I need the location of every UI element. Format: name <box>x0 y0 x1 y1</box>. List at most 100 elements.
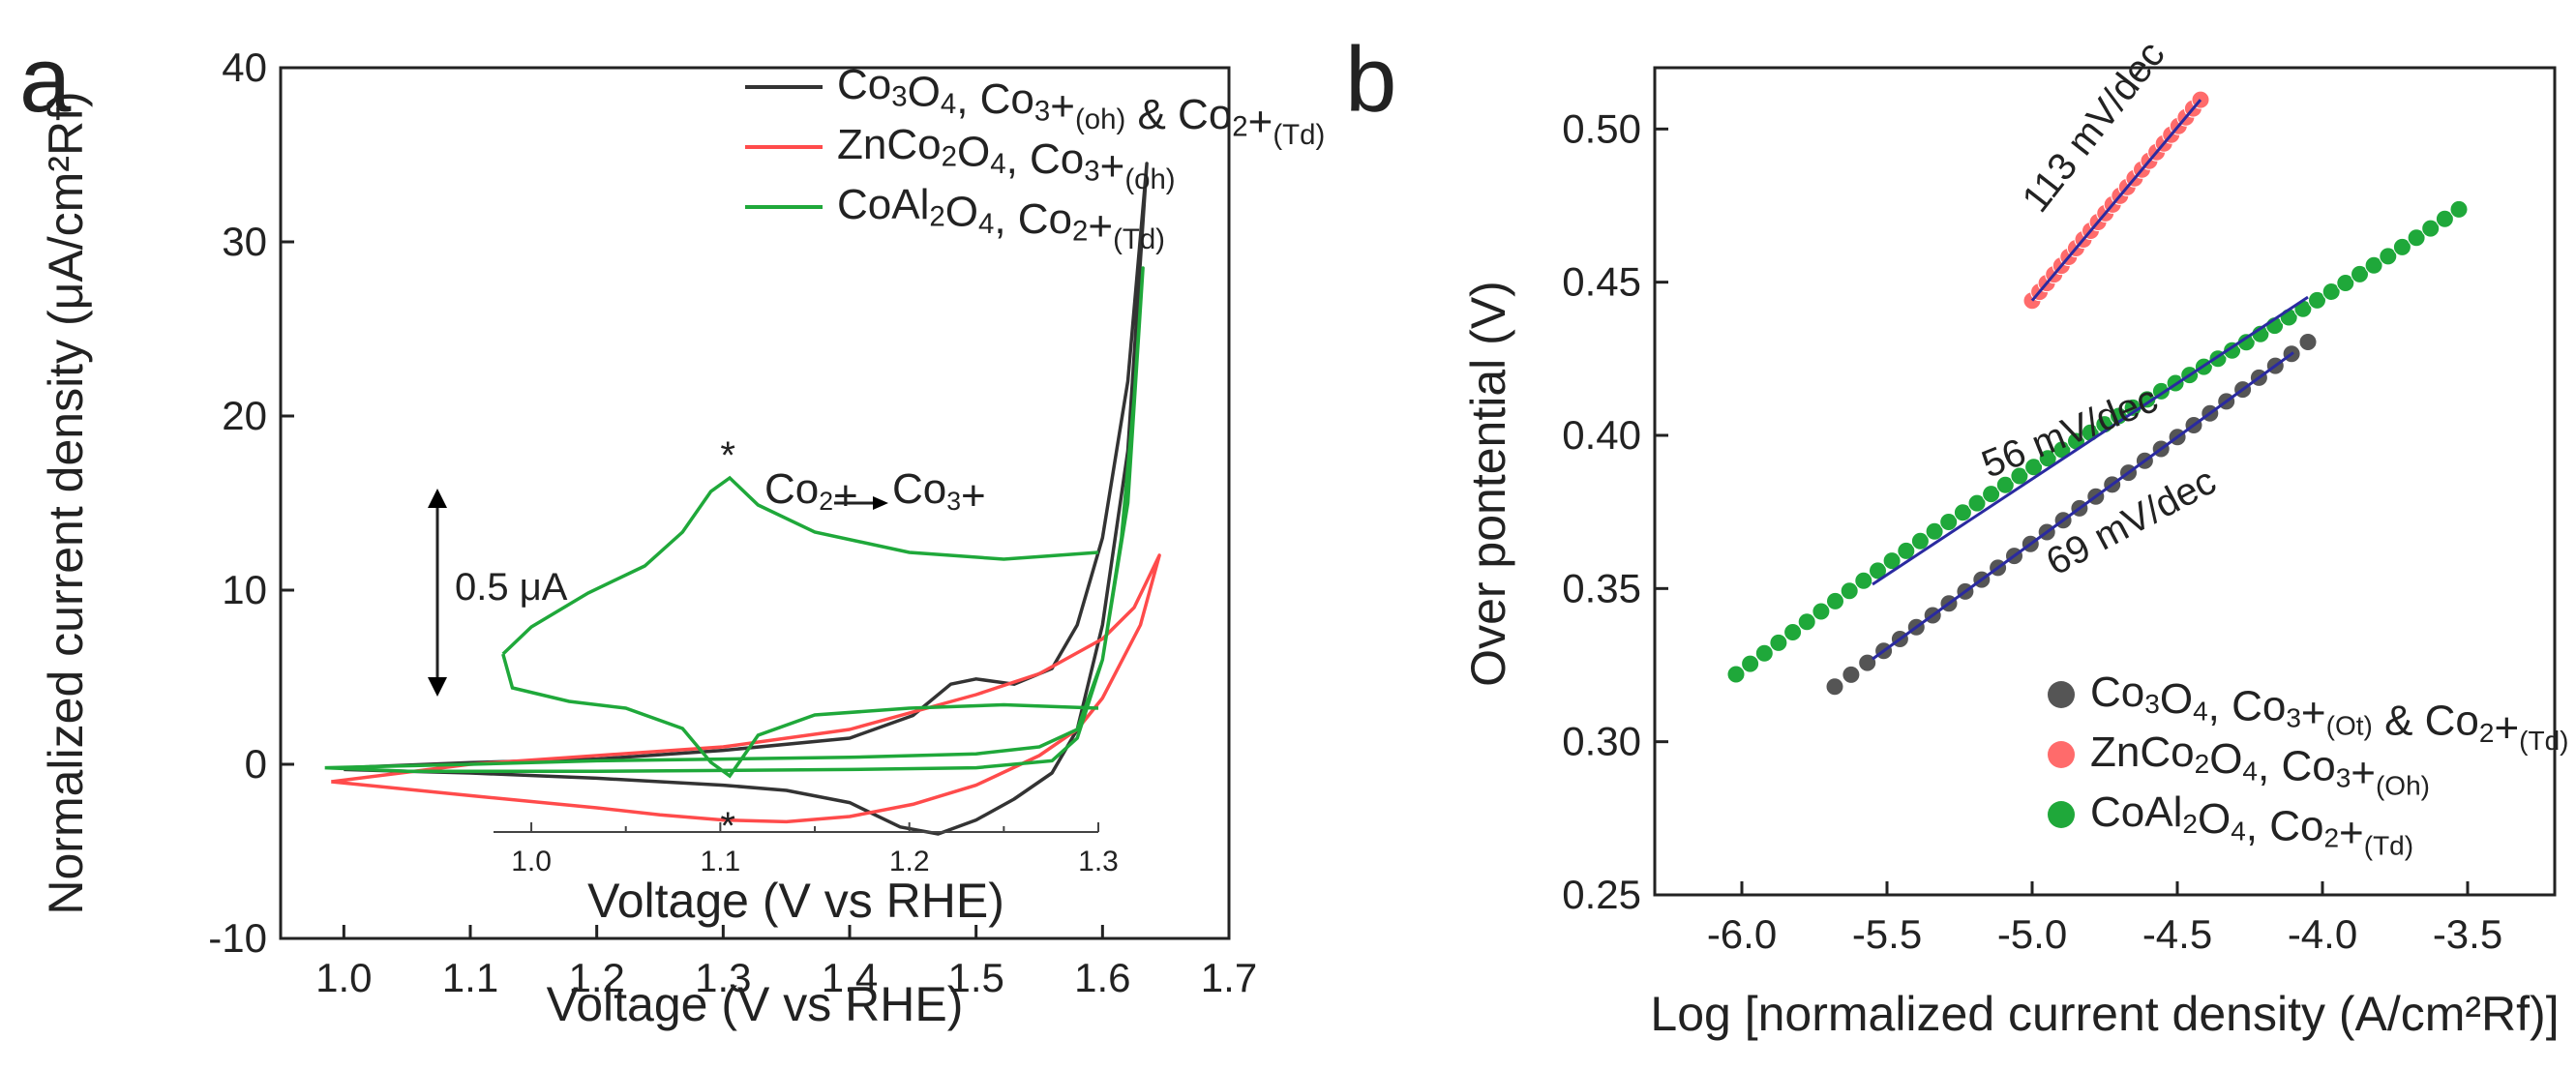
panel-b-ytick-label: 0.25 <box>1562 872 1641 917</box>
panel-b-legend: Co3O4, Co3+(Ot) & Co2+(Td)ZnCo2O4, Co3+(… <box>2048 669 2569 861</box>
panel-b-ytick-label: 0.30 <box>1562 719 1641 764</box>
panel-b-data-point <box>2223 341 2242 360</box>
panel-b-data-point <box>1995 475 2015 494</box>
panel-b-data-point <box>1826 591 1844 610</box>
panel-b-letter: b <box>1345 28 1396 132</box>
panel-b-data-point <box>2336 274 2355 292</box>
panel-a-xtick-label: 1.2 <box>568 955 624 1000</box>
panel-b: b -6.0 -5.5 -5.0 -4.5 -4.0 -3.5 0.25 0.30 0.35 0.… <box>1345 28 2569 1041</box>
panel-b-ytick-label: 0.35 <box>1562 565 1641 610</box>
panel-b-data-point <box>2351 264 2369 283</box>
panel-b-tafel-slope-label: 113 mV/dec <box>2014 34 2172 221</box>
panel-b-tafel-fit-line <box>2030 99 2202 302</box>
inset-scale-arrow-up-head <box>428 489 447 508</box>
panel-a-xtick-label: 1.4 <box>822 955 878 1000</box>
inset-xtick-label: 1.2 <box>889 846 930 877</box>
panel-a-legend: Co3O4, Co3+(oh) & Co2+(Td)ZnCo2O4, Co3+(… <box>745 61 1325 255</box>
panel-b-data-point <box>2298 333 2318 351</box>
panel-a-ytick-label: 20 <box>222 393 267 438</box>
panel-b-data-point <box>1840 581 1859 601</box>
panel-b-data-point <box>2010 466 2029 486</box>
inset-xtick-label: 1.0 <box>511 846 552 877</box>
panel-b-ytick-label: 0.50 <box>1562 105 1641 151</box>
panel-b-legend-label: Co3O4, Co3+(Ot) & Co2+(Td) <box>2090 669 2569 756</box>
panel-b-data-point <box>1812 602 1831 621</box>
panel-a-series-line <box>324 266 1145 773</box>
panel-b-data-point <box>2024 458 2044 477</box>
panel-a-ytick-label: 30 <box>222 219 267 264</box>
panel-a-xtick-label: 1.6 <box>1074 955 1130 1000</box>
inset-xtick-label: 1.3 <box>1078 846 1119 877</box>
inset-scale-arrow-down-head <box>428 677 447 697</box>
panel-b-ticks: -6.0 -5.5 -5.0 -4.5 -4.0 -3.5 0.25 0.30 0.35 0.40… <box>1562 105 2502 957</box>
panel-b-xtick-label: -3.5 <box>2433 911 2502 957</box>
panel-a-legend-label: Co3O4, Co3+(oh) & Co2+(Td) <box>837 61 1325 151</box>
panel-b-plot-frame <box>1653 66 2557 897</box>
panel-b-data-point <box>1754 643 1774 663</box>
panel-a: a 1.0 1.1 1.2 1.3 1.4 1.5 1.6 1.7 -10 0 10 20 30 40 V… <box>19 28 1325 1031</box>
panel-b-legend-swatch <box>2048 801 2075 828</box>
panel-a-inset: 1.0 1.1 1.2 1.3 Voltage (V vs RHE) 0.5 μA * * Co… <box>428 434 1119 928</box>
panel-b-data-point <box>1741 654 1760 673</box>
panel-b-data-point <box>1953 503 1972 522</box>
panel-a-series-line <box>344 162 1149 836</box>
panel-b-data-point <box>2392 237 2411 256</box>
panel-b-data-point <box>1982 485 2001 504</box>
panel-b-legend-label: ZnCo2O4, Co3+(Oh) <box>2090 728 2430 801</box>
panel-a-legend-label: ZnCo2O4, Co3+(oh) <box>837 121 1176 195</box>
panel-a-xtick-label: 1.5 <box>947 955 1003 1000</box>
inset-redox-arrow-head <box>873 496 888 510</box>
inset-curve-lower <box>501 653 1099 779</box>
inset-curve-upper <box>501 475 1099 656</box>
panel-b-ytick-label: 0.45 <box>1562 259 1641 305</box>
panel-b-data-point <box>1925 521 1944 541</box>
panel-b-data-point <box>1842 665 1861 684</box>
panel-b-data-point <box>2364 255 2383 275</box>
panel-b-data-point <box>1825 677 1844 697</box>
panel-b-data-point <box>2407 228 2426 248</box>
inset-redox-from: Co2+ <box>764 465 858 520</box>
panel-b-ylabel: Over pontential (V) <box>1461 281 1515 687</box>
panel-b-data-point <box>1726 665 1746 684</box>
panel-b-data-point <box>1797 612 1816 632</box>
panel-b-data-point <box>1854 571 1873 590</box>
panel-b-legend-swatch <box>2048 681 2075 708</box>
panel-b-data-point <box>1897 541 1916 560</box>
panel-b-data-point <box>2308 290 2326 310</box>
inset-peak-marker-lower: * <box>720 805 735 847</box>
panel-b-xlabel: Log [normalized current density (A/cm²Rf… <box>1650 987 2559 1041</box>
panel-a-xtick-label: 1.1 <box>442 955 498 1000</box>
panel-b-legend-swatch <box>2048 741 2075 768</box>
panel-a-legend-label: CoAl2O4, Co2+(Td) <box>837 181 1165 255</box>
panel-a-ytick-label: 0 <box>245 741 267 787</box>
panel-b-tafel-fit-line <box>1872 351 2294 661</box>
panel-b-data-point <box>1882 551 1902 571</box>
panel-a-xtick-label: 1.0 <box>315 955 372 1000</box>
inset-xtick-label: 1.1 <box>701 846 741 877</box>
panel-b-data-point <box>1910 531 1930 550</box>
panel-a-series <box>324 162 1161 836</box>
panel-b-xtick-label: -4.0 <box>2288 911 2357 957</box>
panel-a-letter: a <box>19 28 72 132</box>
panel-b-xtick-label: -4.5 <box>2142 911 2212 957</box>
panel-a-ylabel: Normalized current density (μA/cm²Rf) <box>39 91 93 914</box>
panel-a-series-line <box>331 553 1161 824</box>
panel-a-xtick-label: 1.3 <box>695 955 751 1000</box>
panel-b-data-point <box>2449 199 2469 219</box>
panel-b-data-point <box>1939 513 1959 531</box>
inset-redox-to: Co3+ <box>892 465 986 520</box>
panel-a-plot-frame <box>279 66 1231 940</box>
panel-b-xtick-label: -6.0 <box>1707 911 1777 957</box>
panel-b-data-point <box>2435 209 2454 228</box>
panel-b-legend-label: CoAl2O4, Co2+(Td) <box>2090 788 2413 861</box>
inset-scale-label: 0.5 μA <box>455 566 568 609</box>
panel-b-data-point <box>1769 633 1788 652</box>
panel-b-xtick-label: -5.0 <box>1997 911 2067 957</box>
panel-b-ytick-label: 0.40 <box>1562 412 1641 458</box>
panel-b-data-point <box>1858 653 1877 672</box>
panel-b-data-point <box>1967 493 1987 513</box>
panel-b-data-point <box>2138 390 2157 409</box>
panel-a-ytick-label: -10 <box>208 915 267 961</box>
panel-a-ytick-label: 10 <box>222 567 267 612</box>
